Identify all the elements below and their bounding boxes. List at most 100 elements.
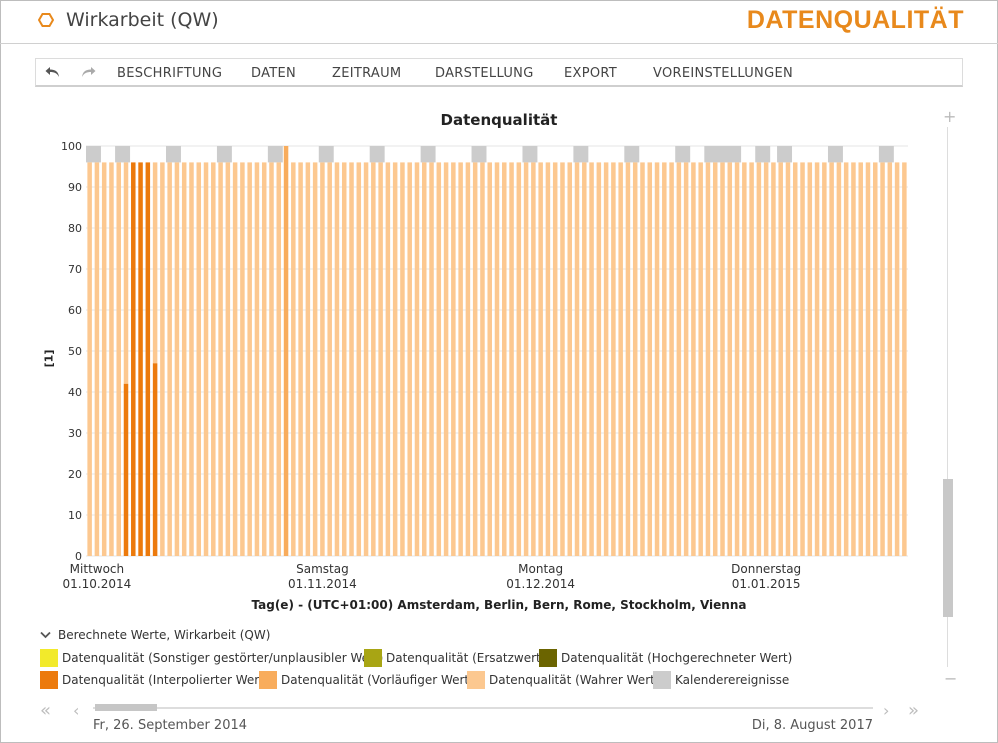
calendar-event-band [784, 146, 793, 163]
bars [86, 146, 907, 556]
calendar-event-band [580, 146, 589, 163]
calendar-event-band [682, 146, 691, 163]
bar-wahrer-wert [669, 162, 674, 556]
bar-wahrer-wert [276, 162, 282, 556]
calendar-event-band [835, 146, 843, 163]
bar-override [123, 383, 129, 556]
bar-wahrer-wert [560, 162, 565, 556]
bar-wahrer-wert [349, 162, 354, 556]
bar-wahrer-wert [298, 162, 303, 556]
menu-voreinstellungen[interactable]: VOREINSTELLUNGEN [653, 66, 793, 81]
bar-wahrer-wert [341, 162, 347, 556]
x-tick-label-date: 01.01.2015 [732, 577, 801, 591]
bar-wahrer-wert [123, 162, 129, 384]
calendar-event-band [733, 146, 742, 163]
y-tick-label: 60 [68, 304, 82, 317]
double-chevron-left-icon[interactable]: « [40, 700, 52, 721]
menu-darstellung[interactable]: DARSTELLUNG [435, 66, 534, 81]
zoom-out-icon[interactable]: − [944, 669, 958, 688]
bar-wahrer-wert [662, 162, 667, 556]
bar-wahrer-wert [371, 162, 376, 556]
legend-swatch [364, 649, 382, 667]
zoom-track [947, 127, 948, 667]
bar-override [145, 162, 151, 556]
bar-wahrer-wert [363, 162, 369, 556]
undo-arrow-icon[interactable] [44, 64, 62, 80]
bar-wahrer-wert [436, 162, 442, 556]
bar-wahrer-wert [902, 162, 907, 556]
calendar-event-band [376, 146, 385, 163]
bar-wahrer-wert [531, 162, 536, 556]
zoom-in-icon[interactable]: + [943, 107, 957, 126]
bar-wahrer-wert [567, 162, 572, 556]
bar-wahrer-wert [800, 162, 805, 556]
legend-item-sonstiger[interactable]: Datenqualität (Sonstiger gestörter/unpla… [40, 649, 383, 667]
y-tick-label: 40 [68, 386, 82, 399]
bar-wahrer-wert [487, 162, 492, 556]
bar-wahrer-wert [116, 162, 121, 556]
bar-wahrer-wert [334, 162, 340, 556]
bar-wahrer-wert [472, 162, 478, 556]
legend-group-header[interactable]: Berechnete Werte, Wirkarbeit (QW) [40, 628, 270, 642]
timeline-thumb[interactable] [95, 704, 157, 711]
calendar-event-band [369, 146, 378, 163]
calendar-event-band [267, 146, 276, 163]
chevron-right-icon[interactable]: › [883, 701, 890, 720]
legend-label: Datenqualität (Ersatzwert) [386, 651, 546, 665]
legend-item-interpoliert[interactable]: Datenqualität (Interpolierter Wert) [40, 671, 269, 689]
y-tick-label: 80 [68, 222, 82, 235]
menu-beschriftung[interactable]: BESCHRIFTUNG [117, 66, 223, 81]
legend-item-hochgerechnet[interactable]: Datenqualität (Hochgerechneter Wert) [539, 649, 792, 667]
bar-wahrer-wert [705, 162, 711, 556]
timeline-track[interactable] [93, 707, 873, 709]
calendar-event-band [115, 146, 123, 163]
calendar-event-band [86, 146, 94, 163]
bar-wahrer-wert [509, 162, 514, 556]
bar-wahrer-wert [727, 162, 733, 556]
menu-zeitraum[interactable]: ZEITRAUM [332, 66, 402, 81]
bar-override [131, 162, 136, 556]
legend-label: Datenqualität (Wahrer Wert) [489, 673, 660, 687]
bar-wahrer-wert [647, 162, 653, 556]
bar-wahrer-wert [327, 162, 332, 556]
bar-wahrer-wert [894, 162, 900, 556]
bar-wahrer-wert [94, 162, 100, 556]
bar-wahrer-wert [261, 162, 267, 556]
bar-wahrer-wert [582, 162, 587, 556]
calendar-event-band [718, 146, 727, 163]
calendar-event-band [631, 146, 640, 163]
legend-item-wahrer-wert[interactable]: Datenqualität (Wahrer Wert) [467, 671, 660, 689]
legend-item-kalender[interactable]: Kalenderereignisse [653, 671, 789, 689]
header: Wirkarbeit (QW) DATENQUALITÄT [0, 0, 998, 44]
x-tick-label-day: Montag [518, 562, 563, 576]
calendar-event-band [93, 146, 101, 163]
chevron-down-icon[interactable] [40, 629, 52, 642]
bar-wahrer-wert [356, 162, 362, 556]
calendar-event-band [762, 146, 771, 163]
double-chevron-right-icon[interactable]: » [908, 700, 920, 721]
menu-daten[interactable]: DATEN [251, 66, 297, 81]
bar-wahrer-wert [822, 162, 827, 556]
bar-wahrer-wert [865, 162, 871, 556]
calendar-event-band [427, 146, 436, 163]
legend-item-ersatzwert[interactable]: Datenqualität (Ersatzwert) [364, 649, 545, 667]
legend-swatch [259, 671, 277, 689]
bar-wahrer-wert [378, 162, 383, 556]
bar-wahrer-wert [742, 162, 747, 556]
bar-wahrer-wert [538, 162, 543, 556]
calendar-event-band [420, 146, 429, 163]
legend-swatch [467, 671, 485, 689]
bar-wahrer-wert [683, 162, 689, 556]
zoom-scrollbar[interactable]: + − [941, 107, 958, 688]
bar-wahrer-wert [502, 162, 507, 556]
zoom-thumb[interactable] [943, 479, 953, 617]
menu-export[interactable]: EXPORT [564, 66, 618, 81]
redo-arrow-icon[interactable] [79, 64, 97, 80]
legend-swatch [40, 671, 58, 689]
toolbar: BESCHRIFTUNG DATEN ZEITRAUM DARSTELLUNG … [35, 58, 963, 87]
legend-item-vorlaeufig[interactable]: Datenqualität (Vorläufiger Wert) [259, 671, 474, 689]
bar-wahrer-wert [101, 162, 107, 556]
chevron-left-icon[interactable]: ‹ [73, 701, 80, 720]
bar-wahrer-wert [523, 162, 529, 556]
bar-override [152, 363, 158, 556]
